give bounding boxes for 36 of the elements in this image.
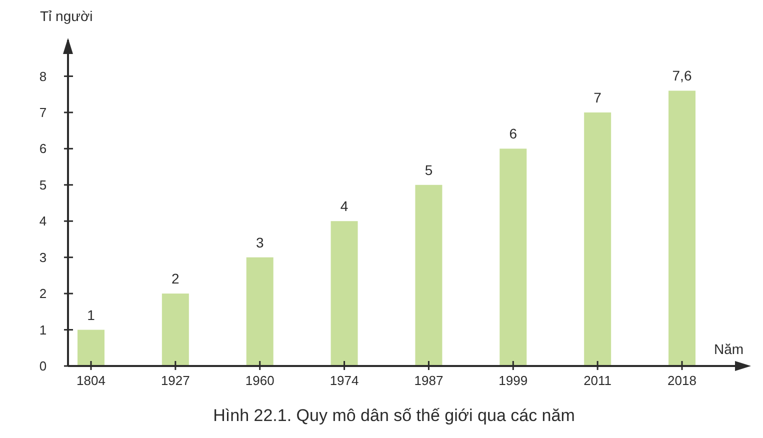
y-tick-label: 2 [39, 286, 47, 302]
y-tick-label: 7 [39, 104, 47, 120]
x-tick-label: 1927 [160, 373, 190, 388]
y-axis-title: Tỉ người [40, 8, 93, 24]
y-tick-label: 6 [39, 141, 47, 156]
y-tick-label: 4 [39, 214, 47, 229]
bar [584, 112, 612, 366]
bar [246, 257, 274, 366]
bar [500, 148, 527, 366]
x-tick-label: 2018 [668, 373, 696, 388]
bar [415, 184, 442, 366]
data-label: 4 [340, 198, 348, 214]
x-tick-label: 1987 [414, 373, 444, 388]
data-label: 3 [256, 234, 264, 250]
data-label: 7,6 [672, 68, 692, 84]
x-tick-label: 1804 [76, 373, 106, 388]
bar [78, 330, 104, 366]
bar [162, 294, 189, 366]
x-tick-label: 1999 [498, 373, 528, 388]
data-label: 1 [87, 306, 96, 323]
bar [330, 221, 358, 366]
y-tick-label: 8 [39, 68, 47, 84]
data-label: 5 [424, 162, 433, 178]
y-tick-label: 1 [39, 322, 47, 338]
data-label: 7 [594, 89, 602, 106]
y-tick-label: 5 [39, 177, 47, 192]
x-tick-label: 1974 [330, 373, 359, 388]
x-tick-label: 1960 [245, 373, 274, 388]
x-axis-title: Năm [714, 341, 744, 357]
data-label: 2 [172, 270, 180, 287]
text: Hình 22.1. Quy mô dân số thế giới qua các năm [213, 406, 575, 425]
x-tick-label: 2011 [584, 373, 612, 388]
y-tick-label: 0 [39, 358, 47, 374]
data-label: 6 [509, 126, 518, 142]
y-tick-label: 3 [39, 250, 47, 265]
bar [668, 90, 696, 366]
